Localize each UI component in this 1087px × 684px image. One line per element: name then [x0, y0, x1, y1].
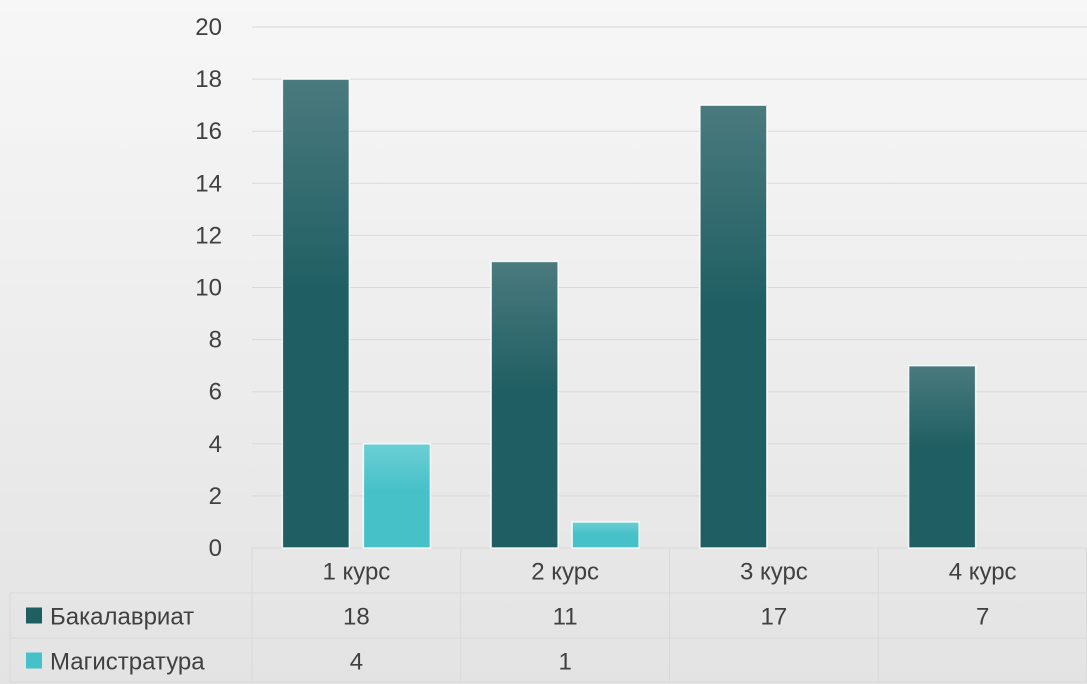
bar-master-2 [571, 521, 640, 549]
bar-bachelor-2 [490, 260, 559, 549]
category-label-1: 1 курс [322, 559, 390, 586]
bar-bachelor-3 [699, 104, 768, 549]
y-tick-label-18: 18 [195, 66, 222, 93]
bar-bachelor-4 [907, 364, 977, 549]
legend-key-master [26, 652, 42, 669]
bar-bachelor-1 [281, 78, 351, 549]
y-tick-label-0: 0 [209, 535, 222, 562]
y-tick-label-10: 10 [195, 275, 222, 302]
bar-master-1 [362, 443, 432, 549]
table-value-bachelor-4: 7 [976, 604, 989, 631]
legend-label-bachelor: Бакалавриат [50, 604, 194, 631]
table-value-bachelor-1: 18 [343, 604, 370, 631]
y-tick-label-6: 6 [209, 379, 222, 406]
y-tick-label-12: 12 [195, 222, 222, 249]
table-value-master-2: 1 [558, 649, 571, 676]
category-label-2: 2 курс [531, 559, 599, 586]
legend-key-bachelor [26, 607, 42, 624]
y-tick-label-14: 14 [195, 170, 222, 197]
y-tick-label-16: 16 [195, 118, 222, 145]
table-value-bachelor-3: 17 [761, 604, 788, 631]
y-tick-label-8: 8 [209, 327, 222, 354]
legend-label-master: Магистратура [50, 649, 205, 676]
category-label-4: 4 курс [949, 559, 1017, 586]
category-label-3: 3 курс [740, 559, 808, 586]
y-tick-label-20: 20 [195, 14, 222, 41]
y-tick-label-2: 2 [209, 483, 222, 510]
table-value-master-1: 4 [350, 649, 363, 676]
table-value-bachelor-2: 11 [553, 604, 578, 631]
y-tick-label-4: 4 [209, 431, 222, 458]
